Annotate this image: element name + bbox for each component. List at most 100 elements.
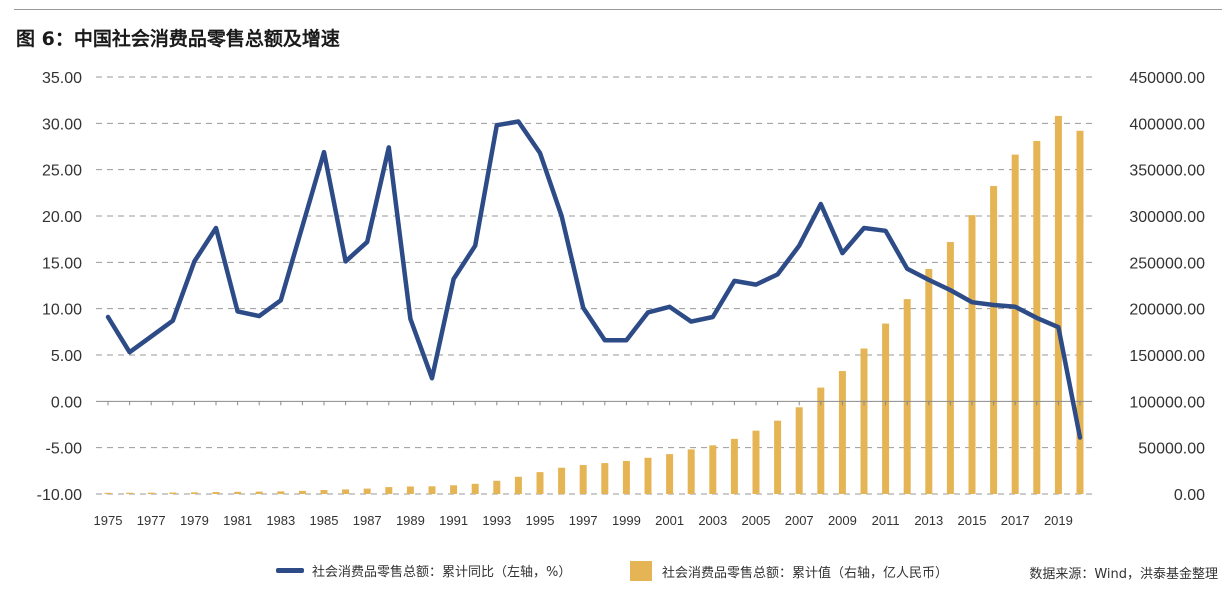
x-tick-label: 2011 [872,513,900,528]
left-y-tick-label: 25.00 [42,163,82,180]
bar [882,323,890,494]
right-y-tick-label: 250000.00 [1129,255,1205,272]
left-y-tick-label: 30.00 [42,116,82,133]
left-y-tick-label: 20.00 [42,209,82,226]
bar [558,467,566,494]
x-tick-label: 1987 [353,513,382,528]
left-y-tick-label: 10.00 [42,302,82,319]
x-tick-label: 1991 [439,513,468,528]
x-axis [96,400,1092,406]
bar [104,492,112,494]
x-tick-label: 2001 [655,513,684,528]
x-tick-label: 1983 [266,513,295,528]
bar [838,371,846,494]
x-tick-label: 1995 [526,513,555,528]
bar [666,454,674,494]
bar [363,488,371,494]
right-y-tick-label: 300000.00 [1129,209,1205,226]
bar [990,186,998,494]
bar [514,476,522,494]
bar [1011,154,1019,494]
legend-bar-item: 社会消费品零售总额：累计值（右轴，亿人民币） [630,561,948,581]
x-tick-label: 1985 [310,513,339,528]
bar [795,407,803,494]
bar [428,486,436,494]
bar [1076,130,1084,494]
bar [946,242,954,494]
bar [644,457,652,494]
line-series [105,119,1083,440]
x-tick-label: 2019 [1044,513,1073,528]
bar [1054,115,1062,495]
bar [903,299,911,494]
x-tick-label: 1993 [482,513,511,528]
right-y-tick-label: 350000.00 [1129,163,1205,180]
left-y-tick-label: 5.00 [51,348,82,365]
x-tick-label: 1977 [137,513,166,528]
right-y-tick-label: 100000.00 [1129,394,1205,411]
bar [255,491,263,494]
right-y-tick-label: 0.00 [1174,487,1205,504]
left-y-tick-label: -5.00 [46,441,83,458]
line-series-path [105,119,1083,440]
bar [817,387,825,494]
chart-title: 图 6：中国社会消费品零售总额及增速 [16,28,340,50]
bar [169,492,177,494]
legend-line-label: 社会消费品零售总额：累计同比（左轴，%） [312,565,572,580]
right-y-tick-label: 150000.00 [1129,348,1205,365]
x-tick-label: 1981 [223,513,252,528]
bar [536,472,544,494]
bar [925,268,933,494]
x-tick-label: 2013 [914,513,943,528]
x-tick-label: 1975 [94,513,123,528]
bar [860,348,868,494]
right-y-tick-label: 50000.00 [1138,441,1205,458]
bar [450,485,458,494]
bar [126,492,134,494]
x-tick-label: 2007 [785,513,814,528]
x-tick-label: 1997 [569,513,598,528]
top-rule [14,9,1222,10]
x-tick-label: 1979 [180,513,209,528]
legend-bar-label: 社会消费品零售总额：累计值（右轴，亿人民币） [662,565,949,581]
bar [968,215,976,494]
legend-bar-swatch [630,561,652,581]
left-y-tick-label: 0.00 [51,394,82,411]
x-tick-labels: 1975 1977 1979 1981 1983 1985 1987 1989 1991 1993… [94,513,1073,528]
bar [730,438,738,494]
bar [320,490,328,494]
bar [406,486,414,494]
left-y-tick-label: 15.00 [42,255,82,272]
right-y-tick-label: 450000.00 [1129,70,1205,87]
x-tick-label: 2015 [958,513,987,528]
bar [687,449,695,494]
bar [277,491,285,494]
x-tick-label: 2017 [1001,513,1030,528]
legend-line-item: 社会消费品零售总额：累计同比（左轴，%） [276,561,571,580]
x-tick-label: 2003 [698,513,727,528]
bar [774,420,782,494]
x-tick-label: 2009 [828,513,857,528]
bar [579,465,587,494]
bar [385,487,393,494]
bar [298,490,306,494]
right-y-tick-label: 400000.00 [1129,116,1205,133]
bar [234,491,242,494]
bar [471,483,479,494]
x-tick-label: 2005 [742,513,771,528]
bar [190,492,198,494]
x-tick-label: 1989 [396,513,425,528]
bar [147,492,155,494]
bar-series [104,115,1084,495]
bar [493,480,501,494]
left-y-tick-label: 35.00 [42,70,82,87]
bar [752,430,760,494]
x-tick-label: 1999 [612,513,641,528]
left-y-tick-label: -10.00 [37,487,82,504]
right-y-tick-label: 200000.00 [1129,302,1205,319]
legend-line-swatch [276,568,304,573]
bar [709,445,717,494]
right-y-axis: 0.00 50000.00 100000.00 150000.00 200000.00 2… [1129,70,1205,504]
left-y-axis: -10.00 -5.00 0.00 5.00 10.00 15.00 20.00 25.00 3… [37,70,82,504]
